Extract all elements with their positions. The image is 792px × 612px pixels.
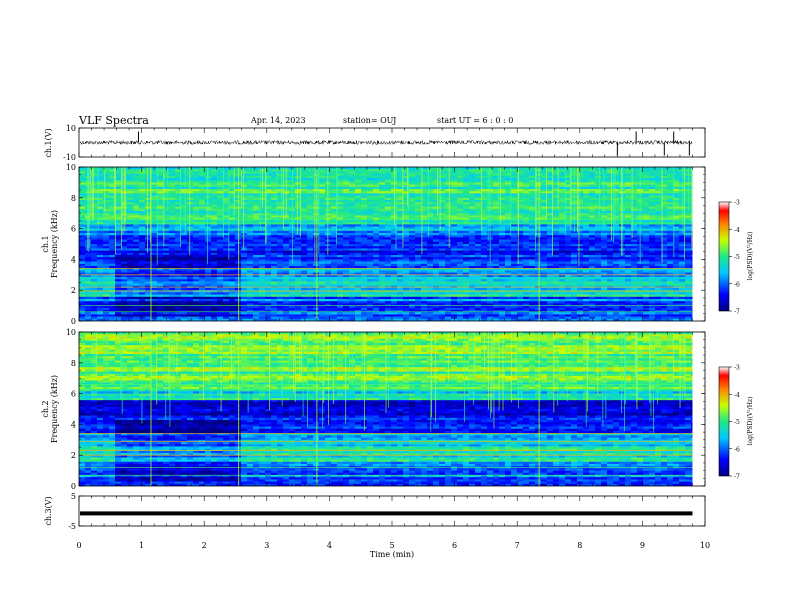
ch2-spectrogram-ytick-label: 0 [71, 482, 76, 491]
ch2-colorbar: -3 -4 -5 -6 -7 log(PSD)(V²/Hz) [718, 365, 754, 481]
ch1-spectrogram-colorbar-tick: -3 [734, 200, 740, 207]
ch2-spectrogram-image [79, 332, 705, 486]
ch1-waveform-panel: 10 -10 [63, 124, 706, 162]
ch2-spectrogram-ytick-label: 8 [71, 359, 76, 368]
ch3-waveform-ylabel: ch.3(V) [44, 496, 53, 525]
ch2-spectrogram-ylabel-frequency: Frequency (kHz) [50, 375, 59, 443]
ch1-colorbar: -3 -4 -5 -6 -7 log(PSD)(V²/Hz) [718, 200, 754, 316]
ch2-spectrogram-ytick-label: 2 [71, 451, 76, 460]
x-tick-label: 7 [515, 541, 520, 550]
ch2-spectrogram-ytick-label: 10 [66, 328, 76, 337]
ch3-waveform-ytick-label: 5 [71, 492, 76, 501]
ch3-waveform-ytick-label: -5 [68, 522, 76, 531]
x-tick-label: 1 [139, 541, 144, 550]
ch1-waveform-ytick-label: -10 [63, 153, 76, 162]
ch2-spectrogram-colorbar-tick: -5 [734, 419, 740, 426]
ch1-spectrogram-ytick-label: 10 [66, 163, 76, 172]
ch1-spectrogram-colorbar-tick: -5 [734, 254, 740, 261]
ch2-spectrogram-colorbar-tick: -6 [734, 446, 740, 453]
figure-title: VLF Spectra [78, 114, 149, 127]
ch1-spectrogram-colorbar-tick: -7 [734, 309, 740, 316]
ch1-spectrogram-ytick-label: 2 [71, 286, 76, 295]
ch1-colorbar-label: log(PSD)(V²/Hz) [747, 232, 754, 281]
x-tick-label: 5 [389, 541, 394, 550]
ch1-spectrogram-panel: 0 2 4 6 8 10 [66, 163, 706, 326]
ch2-spectrogram-ylabel-channel: ch.2 [41, 400, 50, 417]
ch1-waveform-ylabel: ch.1(V) [44, 128, 53, 157]
ch1-spectrogram-ylabel-frequency: Frequency (kHz) [50, 210, 59, 278]
x-tick-label: 8 [577, 541, 582, 550]
ch2-spectrogram-ytick-label: 6 [71, 390, 76, 399]
ch3-waveform-panel: 5 -5 0 1 2 3 4 5 6 7 8 9 10 [68, 492, 710, 550]
ch1-spectrogram-ytick-label: 8 [71, 194, 76, 203]
ch2-colorbar-label: log(PSD)(V²/Hz) [747, 397, 754, 446]
ch2-spectrogram-ytick-label: 4 [71, 420, 76, 429]
ch1-spectrogram-image [79, 167, 705, 321]
ch3-waveform-trace [80, 511, 693, 516]
ch2-spectrogram-colorbar-tick: -7 [734, 474, 740, 481]
x-tick-label: 10 [700, 541, 710, 550]
ch1-spectrogram-colorbar-tick: -4 [734, 227, 740, 234]
ch1-waveform-ytick-label: 10 [66, 124, 76, 133]
x-tick-label: 2 [202, 541, 207, 550]
x-tick-label: 9 [640, 541, 645, 550]
ch1-spectrogram-ytick-label: 6 [71, 225, 76, 234]
ch1-spectrogram-colorbar-tick: -6 [734, 281, 740, 288]
date-label: Apr. 14, 2023 [250, 116, 306, 125]
x-axis-label: Time (min) [370, 550, 414, 559]
x-tick-label: 3 [264, 541, 269, 550]
ch2-spectrogram-colorbar-tick: -4 [734, 392, 740, 399]
x-tick-label: 4 [327, 541, 332, 550]
ch1-spectrogram-ylabel-channel: ch.1 [41, 235, 50, 252]
ch1-waveform-trace [79, 139, 693, 146]
x-tick-label: 6 [452, 541, 457, 550]
ch2-spectrogram-colorbar-tick: -3 [734, 365, 740, 372]
ch2-spectrogram-panel: 0 2 4 6 8 10 [66, 328, 706, 491]
station-label: station= OUJ [343, 116, 396, 125]
start-time-label: start UT = 6 : 0 : 0 [437, 116, 513, 125]
x-tick-label: 0 [76, 541, 81, 550]
ch1-spectrogram-ytick-label: 0 [71, 317, 76, 326]
ch1-spectrogram-ytick-label: 4 [71, 255, 76, 264]
